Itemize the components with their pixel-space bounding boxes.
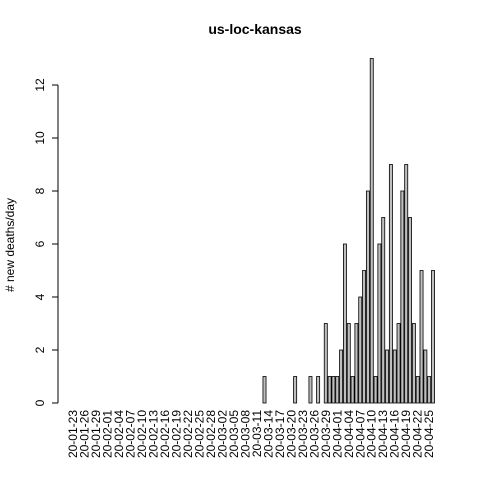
x-tick-label: 20-04-01	[330, 410, 344, 458]
x-tick-label: 20-02-10	[135, 410, 149, 458]
x-tick-label: 20-02-01	[100, 410, 114, 458]
bar	[373, 376, 378, 404]
x-tick-label: 20-02-19	[169, 410, 183, 458]
bar	[415, 376, 420, 404]
bar	[346, 323, 351, 404]
bar	[381, 217, 386, 404]
x-tick-label: 20-03-29	[319, 410, 333, 458]
bar	[392, 349, 397, 404]
bar	[427, 376, 432, 404]
x-tick-label: 20-04-07	[353, 410, 367, 458]
x-tick-label: 20-03-05	[227, 410, 241, 458]
bar	[365, 190, 370, 404]
x-tick-label: 20-04-22	[411, 410, 425, 458]
x-tick-label: 20-04-19	[399, 410, 413, 458]
bar	[262, 376, 267, 404]
bar	[408, 217, 412, 404]
bar	[339, 349, 344, 404]
bar	[411, 323, 416, 404]
x-tick-label: 20-02-22	[181, 410, 195, 458]
x-tick-label: 20-03-26	[307, 410, 321, 458]
x-tick-label: 20-04-10	[365, 410, 379, 458]
x-tick-label: 20-02-28	[204, 410, 218, 458]
bar	[377, 243, 382, 404]
bar	[323, 323, 328, 404]
x-tick-label: 20-04-25	[422, 410, 436, 458]
y-tick-label: 2	[33, 346, 47, 353]
x-tick-label: 20-03-14	[261, 410, 275, 458]
bar	[316, 376, 321, 404]
bar	[293, 376, 298, 404]
x-tick-label: 20-02-25	[192, 410, 206, 458]
bar	[350, 376, 355, 404]
bar	[431, 270, 435, 404]
bar	[423, 349, 428, 404]
bar	[308, 376, 313, 404]
bar	[400, 190, 405, 404]
y-tick-label: 12	[33, 78, 47, 92]
y-tick-label: 6	[33, 240, 47, 247]
x-tick-label: 20-04-13	[376, 410, 390, 458]
x-tick-label: 20-02-07	[123, 410, 137, 458]
x-tick-label: 20-03-08	[238, 410, 252, 458]
bar	[354, 323, 359, 404]
bar	[419, 270, 424, 404]
x-tick-label: 20-04-04	[342, 410, 356, 458]
bar	[358, 296, 363, 404]
bar	[327, 376, 332, 404]
x-tick-label: 20-03-20	[284, 410, 298, 458]
x-tick-label: 20-04-16	[388, 410, 402, 458]
x-tick-label: 20-03-02	[215, 410, 229, 458]
bar	[388, 164, 393, 404]
bar	[362, 270, 367, 404]
bar	[404, 164, 409, 404]
bar	[369, 58, 374, 404]
bar	[331, 376, 336, 404]
bar	[335, 376, 340, 404]
chart-title: us-loc-kansas	[208, 21, 302, 37]
x-tick-label: 20-01-23	[66, 410, 80, 458]
x-tick-label: 20-03-17	[273, 410, 287, 458]
bar	[385, 349, 389, 404]
x-tick-label: 20-03-11	[250, 410, 264, 457]
x-tick-label: 20-01-29	[89, 410, 103, 458]
y-tick-label: 8	[33, 187, 47, 194]
x-tick-label: 20-02-04	[112, 410, 126, 458]
x-tick-label: 20-01-26	[77, 410, 91, 458]
bar	[342, 243, 347, 404]
x-tick-label: 20-03-23	[296, 410, 310, 458]
bar	[396, 323, 401, 404]
x-tick-label: 20-02-16	[158, 410, 172, 458]
y-tick-label: 4	[33, 293, 47, 300]
y-tick-label: 10	[33, 131, 47, 145]
y-axis-label: # new deaths/day	[3, 198, 17, 292]
y-tick-label: 0	[33, 399, 47, 406]
x-tick-label: 20-02-13	[146, 410, 160, 458]
